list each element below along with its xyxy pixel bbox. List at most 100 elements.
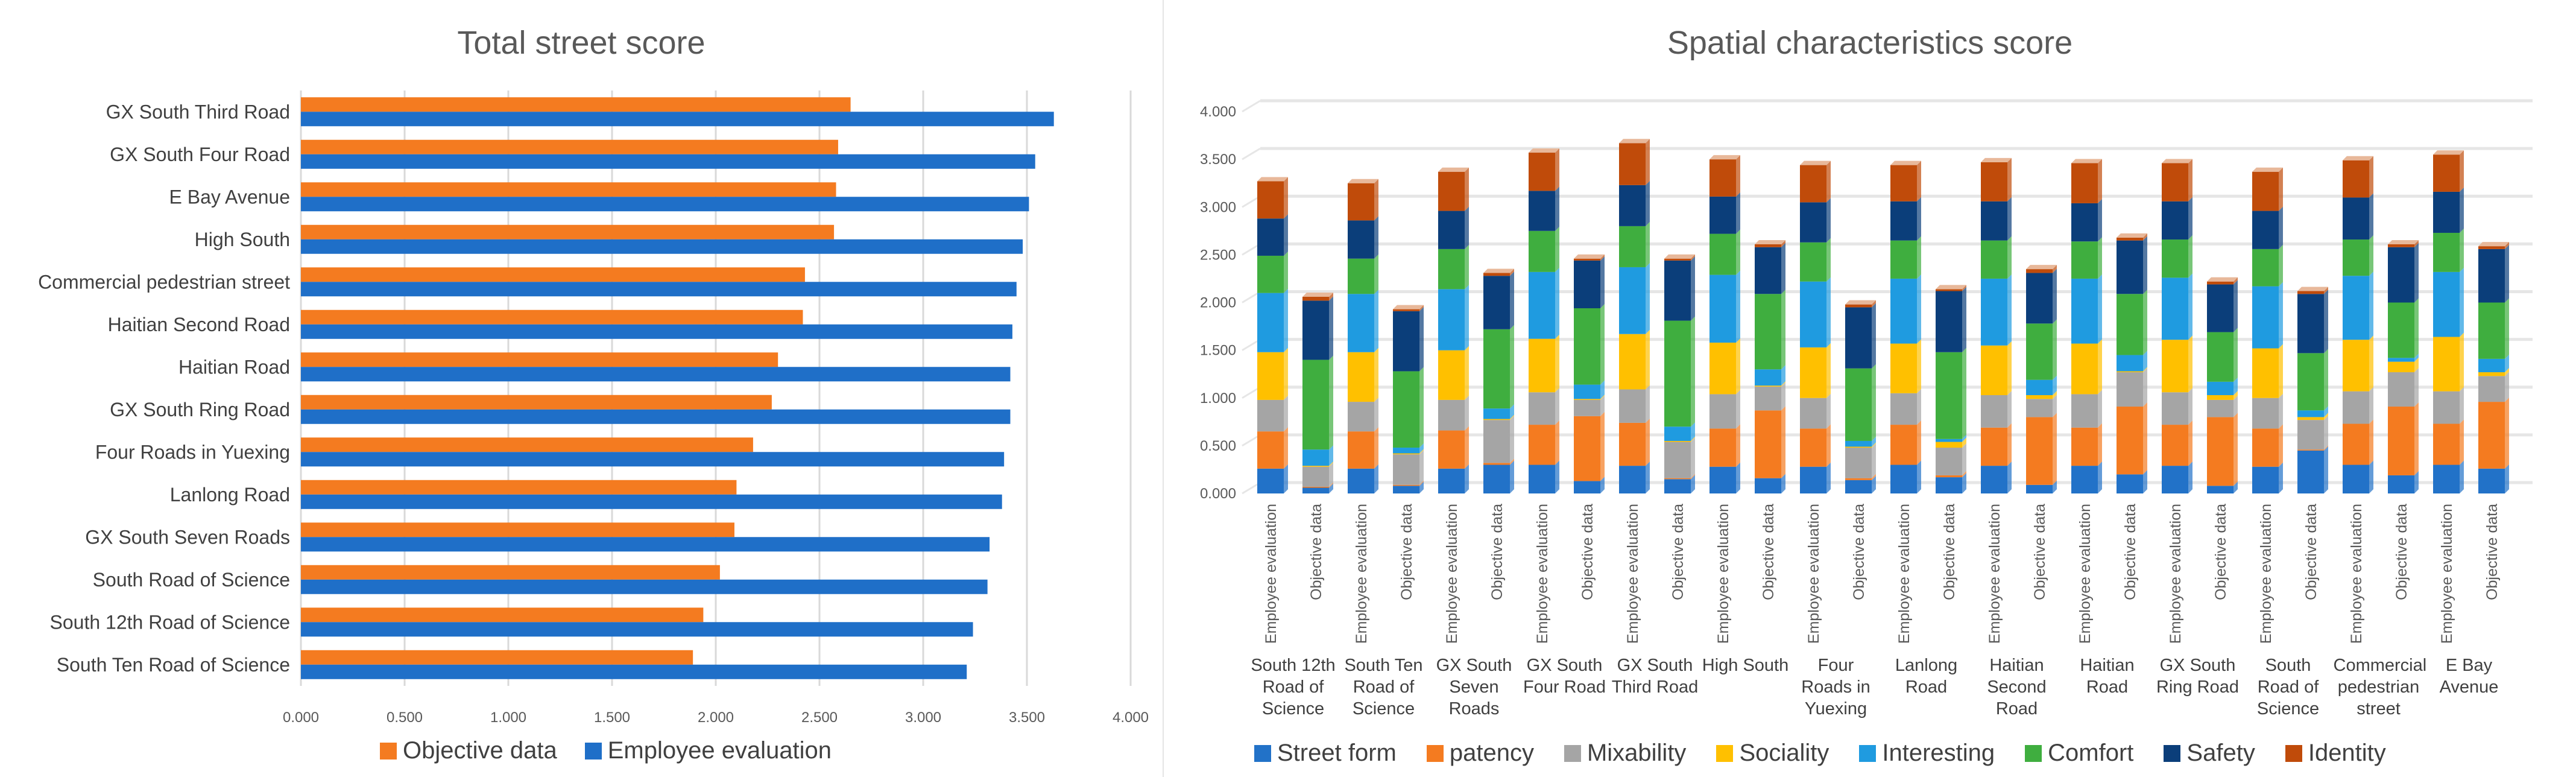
bar-employee-evaluation bbox=[301, 282, 1017, 297]
group-label: Lanlong Road bbox=[1895, 656, 1958, 697]
segment-identity bbox=[1348, 183, 1374, 221]
segment-side bbox=[1646, 139, 1650, 185]
segment-street-form bbox=[1664, 479, 1691, 493]
segment-side bbox=[1600, 256, 1605, 308]
segment-street-form bbox=[1845, 480, 1872, 493]
segment-identity bbox=[2343, 160, 2369, 198]
segment-side bbox=[2053, 391, 2057, 399]
segment-side bbox=[1465, 426, 1469, 469]
segment-side bbox=[1329, 293, 1333, 301]
bar-objective-data bbox=[301, 650, 693, 665]
bar-top-cap bbox=[2117, 233, 2147, 238]
category-label: Commercial pedestrian street bbox=[38, 271, 290, 293]
segment-side bbox=[1962, 471, 1966, 478]
bar-top-cap bbox=[2388, 239, 2419, 244]
y-tick-label: 4.000 bbox=[1200, 104, 1236, 120]
segment-side bbox=[2414, 402, 2419, 475]
bar-objective-data bbox=[301, 607, 704, 623]
segment-safety bbox=[1302, 300, 1329, 360]
segment-comfort bbox=[2388, 302, 2414, 358]
bar-employee-evaluation bbox=[301, 154, 1035, 169]
segment-side bbox=[2007, 423, 2012, 466]
segment-safety bbox=[2207, 284, 2233, 332]
segment-side bbox=[1872, 442, 1876, 448]
segment-identity bbox=[2207, 281, 2233, 285]
subcategory-label: Employee evaluation bbox=[1805, 504, 1822, 644]
segment-street-form bbox=[1800, 466, 1826, 493]
segment-interesting bbox=[1619, 267, 1646, 334]
segment-sociality bbox=[1483, 419, 1510, 420]
segment-side bbox=[1374, 464, 1378, 493]
legend-label: Mixability bbox=[1586, 740, 1687, 766]
segment-side bbox=[1872, 475, 1876, 493]
bar-objective-data bbox=[301, 224, 835, 239]
segment-side bbox=[1691, 475, 1695, 493]
segment-safety bbox=[1709, 196, 1736, 234]
segment-side bbox=[2053, 319, 2057, 380]
segment-side bbox=[2143, 402, 2147, 475]
group-label: GX South Third Road bbox=[1611, 656, 1699, 697]
segment-comfort bbox=[2071, 241, 2098, 279]
segment-identity bbox=[1574, 258, 1600, 261]
segment-side bbox=[1600, 303, 1605, 385]
segment-mixability bbox=[1619, 389, 1646, 423]
segment-side bbox=[1465, 464, 1469, 493]
bar-top-cap bbox=[2478, 242, 2509, 247]
y-tick-label: 0.000 bbox=[1200, 486, 1236, 502]
segment-comfort bbox=[2297, 353, 2324, 411]
segment-side bbox=[2460, 460, 2464, 493]
bar-objective-data bbox=[301, 267, 805, 282]
segment-safety bbox=[1438, 211, 1465, 249]
segment-mixability bbox=[1800, 398, 1826, 429]
segment-street-form bbox=[1438, 468, 1465, 493]
segment-safety bbox=[2343, 197, 2369, 240]
y-tick-label: 2.000 bbox=[1200, 295, 1236, 311]
segment-side bbox=[2369, 235, 2373, 276]
segment-interesting bbox=[1800, 281, 1826, 347]
segment-interesting bbox=[2297, 410, 2324, 417]
segment-identity bbox=[2071, 163, 2098, 203]
group-label: South 12th Road of Science bbox=[1251, 656, 1336, 718]
segment-identity bbox=[1619, 143, 1646, 185]
group-label: Four Roads in Yuexing bbox=[1801, 656, 1870, 718]
group-label: South Road of Science bbox=[2256, 656, 2320, 718]
segment-sociality bbox=[1574, 399, 1600, 400]
bar-employee-evaluation bbox=[301, 452, 1005, 467]
segment-mixability bbox=[2388, 372, 2414, 407]
category-label: GX South Third Road bbox=[106, 101, 290, 122]
segment-street-form bbox=[2026, 484, 2053, 493]
segment-safety bbox=[1619, 185, 1646, 226]
segment-street-form bbox=[1981, 466, 2007, 493]
legend-swatch bbox=[1716, 744, 1734, 762]
segment-side bbox=[1284, 427, 1288, 469]
subcategory-label: Objective data bbox=[2212, 504, 2229, 600]
subcategory-label: Employee evaluation bbox=[2258, 504, 2275, 644]
segment-patency bbox=[1483, 463, 1510, 465]
segment-side bbox=[1600, 477, 1605, 493]
segment-side bbox=[1284, 288, 1288, 352]
segment-street-form bbox=[2433, 465, 2460, 493]
segment-sociality bbox=[1845, 446, 1872, 448]
segment-comfort bbox=[2343, 239, 2369, 276]
segment-sociality bbox=[1936, 442, 1962, 448]
subcategory-label: Employee evaluation bbox=[2348, 504, 2365, 644]
legend-item-patency: patency bbox=[1426, 740, 1534, 767]
subcategory-label: Employee evaluation bbox=[1534, 504, 1551, 644]
segment-side bbox=[2505, 242, 2509, 249]
segment-side bbox=[1691, 422, 1695, 441]
segment-street-form bbox=[1393, 486, 1419, 493]
segment-sociality bbox=[2207, 395, 2233, 400]
segment-side bbox=[1962, 347, 1966, 439]
legend-swatch bbox=[2025, 744, 2042, 762]
segment-sociality bbox=[2026, 395, 2053, 399]
y-tick-label: 1.500 bbox=[1200, 343, 1236, 359]
gridline-depth bbox=[1242, 100, 1261, 113]
segment-side bbox=[1736, 229, 1740, 275]
subcategory-label: Objective data bbox=[1851, 504, 1867, 600]
segment-side bbox=[2188, 388, 2192, 425]
segment-side bbox=[1600, 254, 1605, 261]
segment-identity bbox=[1483, 273, 1510, 276]
bar-top-cap bbox=[2162, 159, 2192, 163]
segment-side bbox=[1781, 243, 1785, 294]
segment-safety bbox=[2252, 211, 2279, 249]
